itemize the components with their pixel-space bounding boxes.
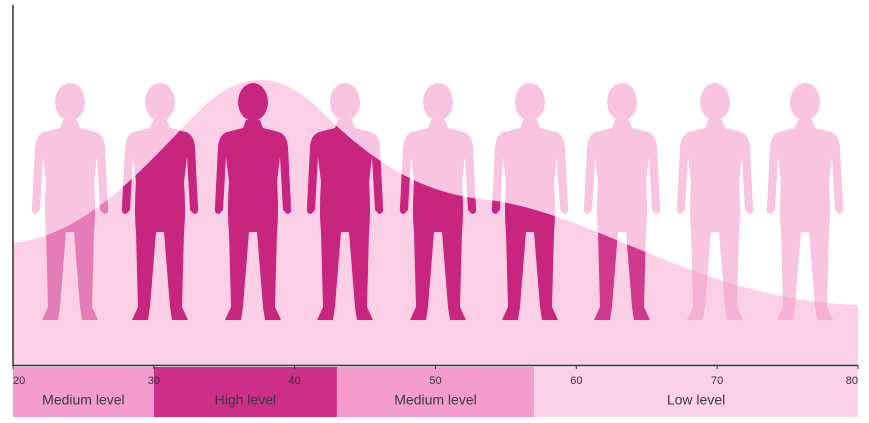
x-tick-label: 70: [711, 375, 723, 387]
x-tick-label: 20: [13, 375, 25, 387]
x-tick-label: 40: [289, 375, 301, 387]
band-label: Medium level: [42, 392, 124, 408]
band-label: Medium level: [394, 392, 476, 408]
band-group: Medium level High level Medium level Low le…: [13, 367, 858, 417]
band: [13, 367, 154, 417]
band-label: High level: [215, 392, 276, 408]
x-tick-label: 80: [846, 375, 858, 387]
silhouette: [766, 83, 844, 320]
x-tick-label: 50: [429, 375, 441, 387]
band: [153, 367, 337, 417]
band: [534, 367, 858, 417]
x-tick-label: 30: [148, 375, 160, 387]
band-label: Low level: [667, 392, 725, 408]
x-tick-label: 60: [570, 375, 582, 387]
band: [336, 367, 535, 417]
